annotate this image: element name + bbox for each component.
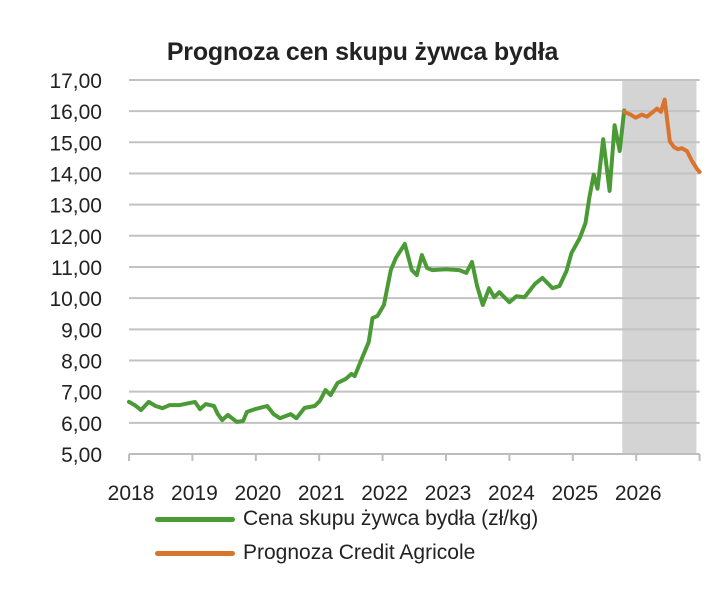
x-tick-label: 2021 [298, 482, 345, 505]
line-chart-plot: 5,00 6,00 7,00 8,00 9,00 10,00 11,00 12,00 13,00… [49, 70, 702, 505]
legend-item-historical: Cena skupu żywca bydła (zł/kg) [155, 507, 538, 531]
legend-swatch-orange [155, 550, 235, 556]
x-tick-label: 2019 [171, 482, 218, 505]
y-tick-label: 8,00 [61, 350, 102, 373]
legend-item-forecast: Prognoza Credit Agricole [155, 541, 475, 565]
x-tick-label: 2022 [361, 482, 408, 505]
x-tick-label: 2026 [615, 482, 662, 505]
y-tick-label: 10,00 [49, 288, 102, 311]
x-tick-label: 2023 [425, 482, 472, 505]
legend-label-historical: Cena skupu żywca bydła (zł/kg) [243, 507, 539, 530]
y-tick-label: 12,00 [49, 226, 102, 249]
x-axis: 2018 2019 2020 2021 2022 2023 2024 2025 2026 [108, 453, 701, 505]
y-tick-label: 5,00 [61, 444, 102, 467]
gridlines [129, 78, 700, 424]
y-tick-label: 15,00 [49, 132, 102, 155]
x-tick-label: 2025 [551, 482, 598, 505]
x-tick-label: 2020 [234, 482, 281, 505]
chart-title: Prognoza cen skupu żywca bydła [166, 38, 559, 66]
y-tick-label: 11,00 [51, 257, 102, 280]
y-tick-label: 7,00 [61, 382, 102, 405]
legend-swatch-green [155, 516, 235, 522]
x-tick-label: 2018 [108, 482, 155, 505]
y-axis-tick-labels: 5,00 6,00 7,00 8,00 9,00 10,00 11,00 12,00 13,00… [49, 70, 102, 467]
y-tick-label: 14,00 [49, 163, 102, 186]
y-tick-label: 16,00 [49, 101, 102, 124]
data-series [127, 97, 702, 424]
forecast-line [622, 97, 702, 174]
legend-label-forecast: Prognoza Credit Agricole [243, 541, 476, 564]
y-tick-label: 6,00 [61, 413, 102, 436]
y-tick-label: 17,00 [49, 70, 102, 93]
y-tick-label: 9,00 [61, 319, 102, 342]
y-tick-label: 13,00 [49, 195, 102, 218]
x-tick-label: 2024 [488, 482, 535, 505]
historical-price-line [127, 108, 627, 424]
